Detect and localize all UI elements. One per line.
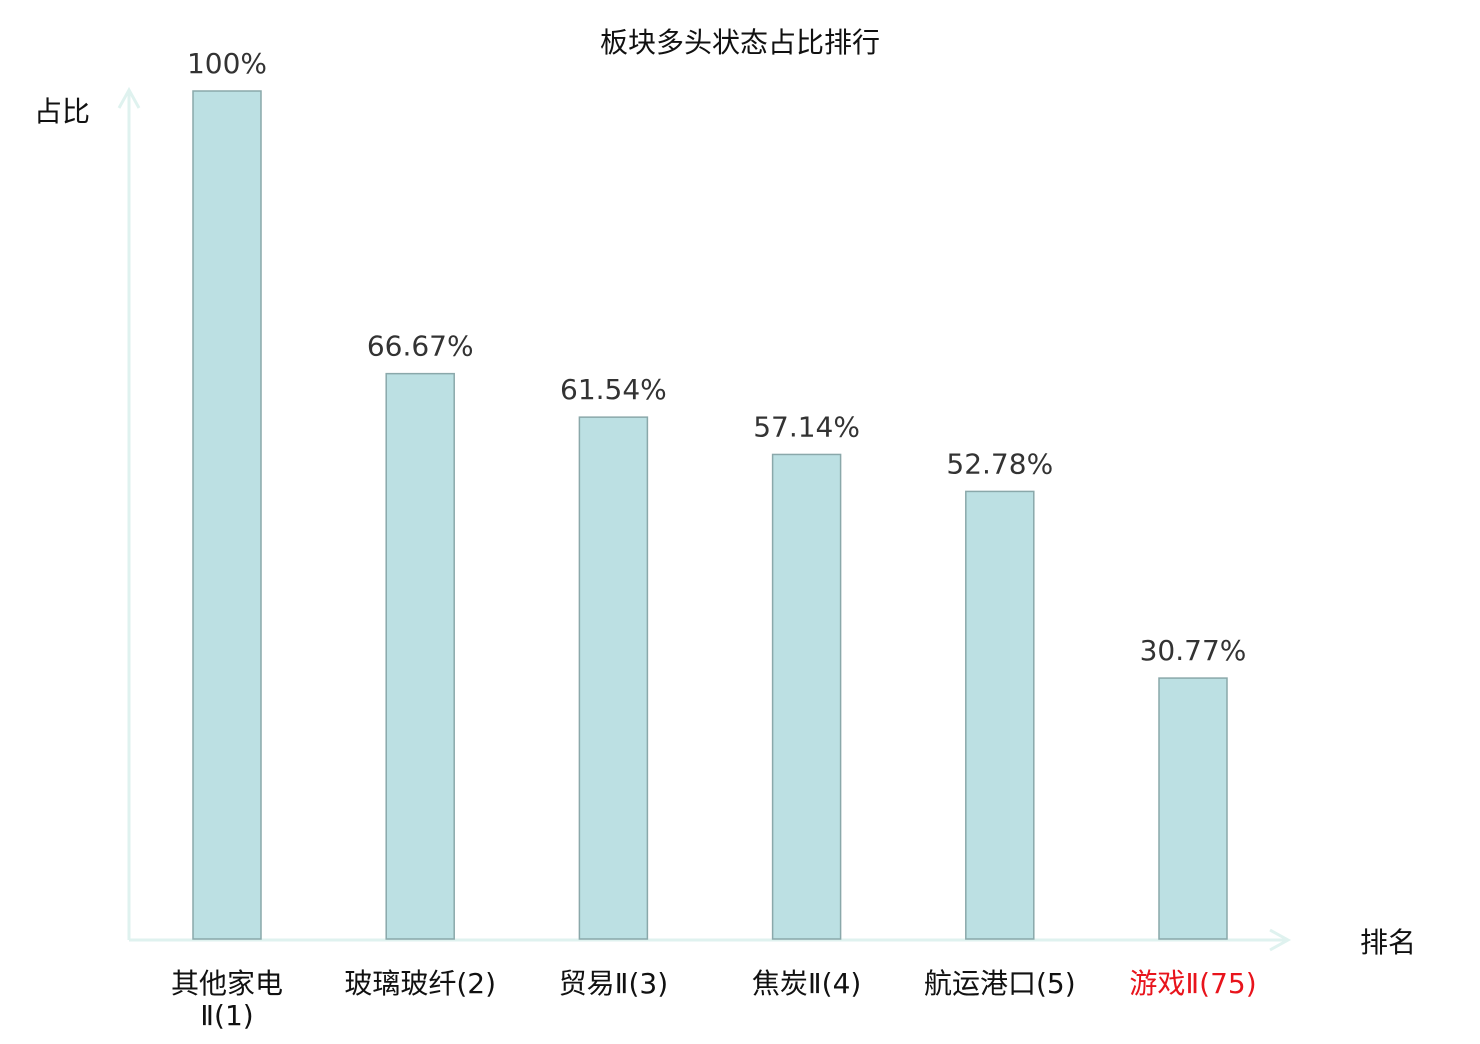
data-label: 61.54% bbox=[560, 373, 667, 406]
x-tick-label: 贸易Ⅱ(3) bbox=[559, 967, 668, 1000]
y-axis bbox=[117, 86, 141, 940]
data-label: 30.77% bbox=[1140, 634, 1247, 667]
bar bbox=[771, 453, 842, 940]
x-axis-label: 排名 bbox=[1360, 926, 1416, 959]
chart-title: 板块多头状态占比排行 bbox=[600, 26, 880, 59]
x-tick-label: 游戏Ⅱ(75) bbox=[1129, 967, 1256, 1000]
data-label: 57.14% bbox=[753, 410, 860, 443]
bar bbox=[192, 90, 262, 940]
x-tick-label: 航运港口(5) bbox=[924, 967, 1076, 1000]
bar bbox=[385, 372, 455, 940]
data-label: 52.78% bbox=[946, 447, 1053, 480]
x-tick-label: 焦炭Ⅱ(4) bbox=[752, 967, 861, 1000]
data-label: 100% bbox=[187, 47, 267, 80]
bar bbox=[1158, 677, 1228, 940]
data-label: 66.67% bbox=[367, 330, 474, 363]
y-axis-label: 占比 bbox=[34, 95, 90, 128]
bar bbox=[578, 416, 649, 940]
x-tick-label: 玻璃玻纤(2) bbox=[344, 967, 496, 1000]
bar bbox=[965, 490, 1035, 940]
x-tick-label: 其他家电 Ⅱ(1) bbox=[171, 967, 283, 1032]
x-axis bbox=[129, 928, 1292, 952]
